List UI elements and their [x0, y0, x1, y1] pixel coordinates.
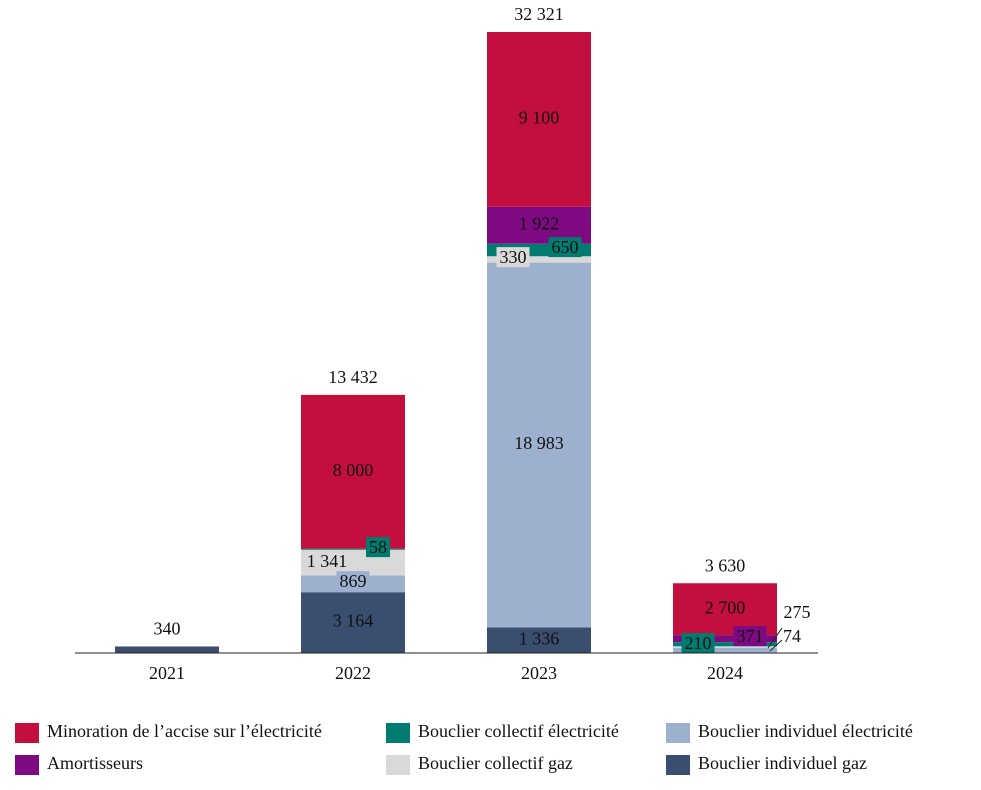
total-label: 340	[154, 619, 181, 639]
bar-segment	[301, 394, 405, 549]
value-label: 18 983	[514, 433, 564, 453]
value-label: 275	[784, 602, 811, 622]
value-label: 58	[369, 537, 387, 557]
legend-swatch	[386, 723, 410, 743]
bar-segment	[487, 262, 591, 628]
bar-segment	[673, 646, 777, 648]
label-box	[733, 626, 767, 647]
value-label: 650	[552, 237, 579, 257]
leader-line	[769, 639, 783, 652]
bar-segment	[673, 635, 777, 643]
x-tick-label: 2022	[335, 663, 371, 683]
bar-segment	[115, 646, 219, 653]
value-label: 1 922	[519, 213, 560, 233]
legend-swatch	[15, 723, 39, 743]
label-box	[496, 247, 530, 268]
total-label: 13 432	[328, 367, 378, 387]
bar-segment	[301, 592, 405, 653]
total-label: 32 321	[514, 4, 564, 24]
value-label: 330	[500, 247, 527, 267]
legend-swatch	[15, 755, 39, 775]
value-label: 3 164	[333, 611, 374, 631]
legend-swatch	[386, 755, 410, 775]
total-label: 3 630	[705, 555, 746, 575]
value-label: 8 000	[333, 460, 374, 480]
value-label: 74	[783, 626, 801, 646]
bar-segment	[301, 548, 405, 550]
value-label: 2 700	[705, 597, 746, 617]
legend-label: Bouclier individuel gaz	[698, 753, 867, 773]
x-tick-label: 2021	[149, 663, 185, 683]
legend-label: Bouclier individuel électricité	[698, 721, 913, 741]
bar-segment	[673, 642, 777, 647]
value-label: 210	[685, 633, 712, 653]
value-label: 1 336	[519, 628, 560, 648]
bar-segment	[487, 256, 591, 263]
x-tick-label: 2024	[707, 663, 743, 683]
value-label: 1 341	[307, 551, 348, 571]
legend-label: Bouclier collectif électricité	[418, 721, 619, 741]
legend-label: Bouclier collectif gaz	[418, 753, 573, 773]
label-box	[336, 571, 370, 592]
legend-swatch	[666, 755, 690, 775]
label-box	[366, 537, 390, 558]
legend-label: Amortisseurs	[47, 753, 143, 773]
x-tick-label: 2023	[521, 663, 557, 683]
leader-line	[767, 627, 783, 649]
bar-segment	[673, 647, 777, 653]
value-label: 371	[737, 626, 764, 646]
value-label: 9 100	[519, 108, 560, 128]
bar-segment	[487, 32, 591, 207]
label-box	[548, 237, 582, 258]
bar-segment	[487, 627, 591, 653]
value-label: 869	[340, 571, 367, 591]
legend-label: Minoration de l’accise sur l’électricité	[47, 721, 322, 741]
legend-swatch	[666, 723, 690, 743]
label-box	[681, 633, 715, 654]
